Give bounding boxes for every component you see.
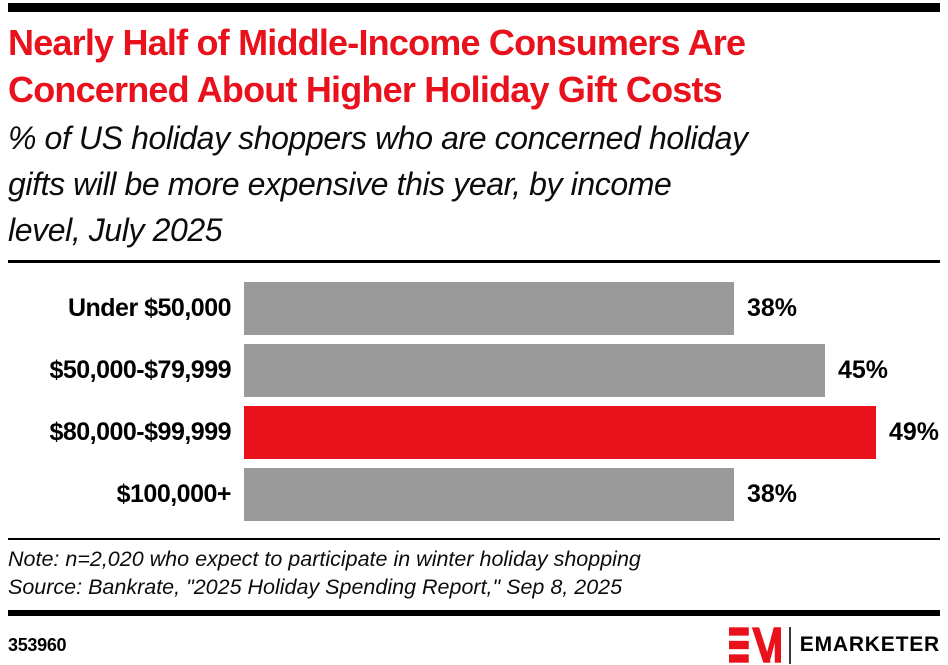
chart-row: $100,000+ 38% [8, 468, 940, 521]
title-line-2: Concerned About Higher Holiday Gift Cost… [8, 69, 723, 110]
emarketer-em-monogram-icon [728, 627, 781, 663]
bar [244, 282, 734, 335]
bar-chart: Under $50,000 38% $50,000-$79,999 45% $80,00… [8, 282, 940, 521]
title-line-1: Nearly Half of Middle-Income Consumers A… [8, 22, 746, 63]
subtitle-line-3: level, July 2025 [8, 212, 223, 248]
bar [244, 468, 734, 521]
category-label: $100,000+ [116, 480, 232, 508]
chart-row: $50,000-$79,999 45% [8, 344, 940, 397]
chart-row: $80,000-$99,999 49% [8, 406, 940, 459]
bar-highlighted [244, 406, 876, 459]
category-label: Under $50,000 [67, 294, 232, 322]
value-label: 38% [747, 480, 798, 508]
footer: 353960 EMARKETER [8, 625, 940, 665]
category-label: $80,000-$99,999 [49, 418, 231, 446]
page-subtitle: % of US holiday shoppers who are concern… [8, 115, 940, 253]
footer-divider [8, 610, 940, 616]
header-divider [8, 260, 940, 263]
top-rule [8, 3, 940, 12]
value-label: 38% [747, 294, 798, 322]
bar [244, 344, 825, 397]
subtitle-line-1: % of US holiday shoppers who are concern… [8, 120, 748, 156]
subtitle-line-2: gifts will be more expensive this year, … [8, 166, 672, 202]
value-label: 49% [889, 418, 940, 446]
emarketer-logo: EMARKETER [728, 626, 940, 664]
chart-row: Under $50,000 38% [8, 282, 940, 335]
notes-divider [8, 538, 940, 540]
source-text: Source: Bankrate, "2025 Holiday Spending… [8, 574, 623, 599]
chart-id: 353960 [8, 634, 67, 655]
logo-divider [788, 626, 791, 664]
value-label: 45% [838, 356, 889, 384]
note-text: Note: n=2,020 who expect to participate … [8, 547, 641, 571]
notes-block: Note: n=2,020 who expect to participate … [8, 546, 940, 601]
category-label: $50,000-$79,999 [49, 356, 231, 384]
page-title: Nearly Half of Middle-Income Consumers A… [8, 19, 940, 113]
emarketer-wordmark: EMARKETER [799, 633, 940, 656]
